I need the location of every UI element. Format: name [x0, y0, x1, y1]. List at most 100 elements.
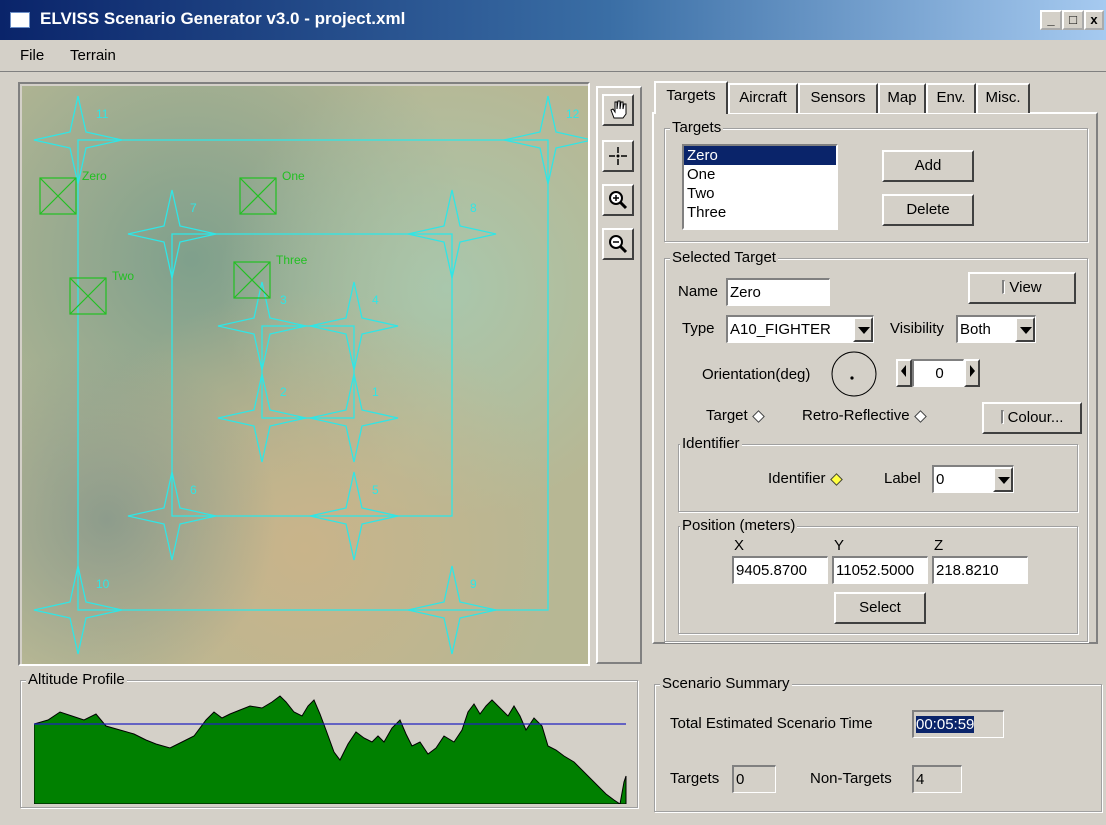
chevron-down-icon	[1015, 317, 1035, 342]
orientation-label: Orientation(deg)	[702, 366, 811, 383]
menu-bar	[0, 40, 1106, 72]
tab-targets[interactable]: Targets	[654, 81, 728, 114]
waypoint-label: 5	[372, 483, 379, 497]
map-view[interactable]: 11 12 7 8 3 4 2 1 6 5 10 9 Zero One Two Three	[22, 86, 588, 664]
tab-sensors[interactable]: Sensors	[798, 83, 878, 113]
waypoint-label: 8	[470, 201, 477, 215]
tab-misc[interactable]: Misc.	[976, 83, 1030, 113]
type-select[interactable]: A10_FIGHTER	[726, 315, 874, 343]
minimize-button[interactable]: _	[1040, 10, 1062, 30]
colour-button[interactable]: Colour...	[982, 402, 1082, 434]
orientation-increment-button[interactable]	[964, 359, 980, 387]
label-value: 0	[936, 471, 945, 488]
retro-reflective-radio[interactable]: Retro-Reflective	[802, 407, 927, 424]
z-field[interactable]: 218.8210	[932, 556, 1028, 584]
label-label: Label	[884, 470, 921, 487]
waypoint-label: 6	[190, 483, 197, 497]
radio-diamond-icon	[913, 409, 927, 423]
type-value: A10_FIGHTER	[730, 321, 831, 338]
target-marker-label: One	[282, 169, 305, 183]
position-legend: Position (meters)	[680, 517, 798, 534]
target-marker-icon[interactable]	[239, 177, 277, 215]
target-marker-icon[interactable]	[39, 177, 77, 215]
target-marker-label: Two	[112, 269, 134, 283]
view-checkbox-icon	[1002, 280, 1006, 294]
orientation-decrement-button[interactable]	[896, 359, 912, 387]
tab-map[interactable]: Map	[878, 83, 926, 113]
tab-panel	[652, 112, 1098, 644]
menu-terrain[interactable]: Terrain	[70, 47, 116, 64]
maximize-button[interactable]: □	[1062, 10, 1084, 30]
waypoint-star-icon[interactable]	[407, 189, 497, 279]
waypoint-star-icon[interactable]	[309, 373, 399, 463]
target-marker-label: Zero	[82, 169, 107, 183]
zoom-in-icon[interactable]	[602, 184, 634, 216]
waypoint-star-icon[interactable]	[309, 471, 399, 561]
targets-count-label: Targets	[670, 770, 720, 787]
waypoint-label: 10	[96, 577, 110, 591]
waypoint-star-icon[interactable]	[407, 565, 497, 655]
view-button[interactable]: View	[968, 272, 1076, 304]
orientation-field[interactable]: 0	[912, 359, 964, 387]
waypoint-star-icon[interactable]	[217, 373, 307, 463]
pan-icon[interactable]	[602, 94, 634, 126]
name-field[interactable]: Zero	[726, 278, 830, 306]
chevron-down-icon	[853, 317, 873, 342]
waypoint-star-icon[interactable]	[309, 281, 399, 371]
target-marker-icon[interactable]	[69, 277, 107, 315]
orientation-dial[interactable]	[830, 350, 878, 398]
zoom-out-icon[interactable]	[602, 228, 634, 260]
waypoint-label: 11	[96, 107, 109, 121]
title-bar	[0, 0, 1106, 40]
waypoint-star-icon[interactable]	[33, 565, 123, 655]
waypoint-star-icon[interactable]	[33, 95, 123, 185]
waypoint-label: 9	[470, 577, 477, 591]
retro-radio-label: Retro-Reflective	[802, 407, 910, 424]
visibility-select[interactable]: Both	[956, 315, 1036, 343]
select-button[interactable]: Select	[834, 592, 926, 624]
summary-group	[654, 684, 1102, 812]
add-button[interactable]: Add	[882, 150, 974, 182]
window-title: ELVISS Scenario Generator v3.0 - project…	[40, 9, 406, 28]
target-list-item[interactable]: Three	[687, 204, 727, 221]
waypoint-star-icon[interactable]	[127, 471, 217, 561]
target-radio[interactable]: Target	[706, 407, 765, 424]
label-select[interactable]: 0	[932, 465, 1014, 493]
target-list-item[interactable]: One	[687, 166, 716, 183]
tab-aircraft[interactable]: Aircraft	[728, 83, 798, 113]
target-marker-label: Three	[276, 253, 308, 267]
nontargets-count-field: 4	[912, 765, 962, 793]
move-icon[interactable]	[602, 140, 634, 172]
waypoint-label: 2	[280, 385, 287, 399]
targets-list[interactable]: Zero One Two Three	[682, 144, 838, 230]
tool-strip	[596, 86, 642, 664]
identifier-radio-label: Identifier	[768, 470, 826, 487]
identifier-radio[interactable]: Identifier	[768, 470, 843, 487]
waypoint-label: 12	[566, 107, 580, 121]
waypoint-label: 3	[280, 293, 287, 307]
waypoint-star-icon[interactable]	[127, 189, 217, 279]
map-frame	[18, 82, 590, 666]
colour-checkbox-icon	[1000, 410, 1004, 424]
close-button[interactable]: x	[1084, 10, 1104, 30]
chevron-down-icon	[993, 467, 1013, 492]
target-marker-icon[interactable]	[233, 261, 271, 299]
altitude-profile-chart	[34, 695, 627, 804]
waypoint-label: 4	[372, 293, 379, 307]
menu-file[interactable]: File	[20, 47, 45, 64]
visibility-value: Both	[960, 321, 991, 338]
time-field: 00:05:59	[912, 710, 1004, 738]
radio-diamond-icon	[751, 409, 765, 423]
identifier-group	[678, 444, 1078, 512]
delete-button[interactable]: Delete	[882, 194, 974, 226]
visibility-label: Visibility	[890, 320, 944, 337]
time-value: 00:05:59	[916, 716, 975, 733]
x-field[interactable]: 9405.8700	[732, 556, 828, 584]
target-radio-label: Target	[706, 407, 748, 424]
target-list-item[interactable]: Two	[687, 185, 715, 202]
waypoint-star-icon[interactable]	[217, 281, 307, 371]
waypoint-star-icon[interactable]	[503, 95, 588, 185]
target-list-item[interactable]: Zero	[684, 146, 836, 165]
tab-env[interactable]: Env.	[926, 83, 976, 113]
y-field[interactable]: 11052.5000	[832, 556, 928, 584]
